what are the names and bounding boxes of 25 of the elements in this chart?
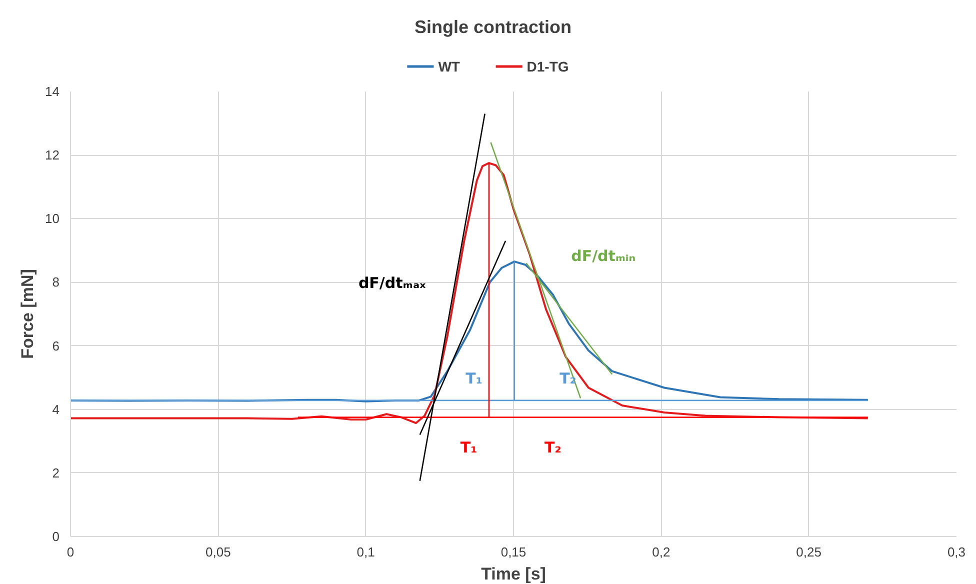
y-tick-label: 10 bbox=[45, 211, 60, 226]
x-tick-label: 0,1 bbox=[356, 544, 375, 560]
annotation: dF/dtₘᵢₙ bbox=[571, 247, 636, 266]
x-tick-label: 0,05 bbox=[206, 544, 231, 560]
annotation: T₁ bbox=[460, 438, 478, 456]
y-tick-label: 2 bbox=[52, 465, 60, 480]
y-tick-label: 14 bbox=[45, 84, 60, 99]
y-axis-title: Force [mN] bbox=[18, 269, 38, 359]
x-tick-label: 0,2 bbox=[652, 544, 670, 560]
annotation: T₁ bbox=[466, 370, 482, 388]
x-tick-label: 0,3 bbox=[947, 544, 966, 560]
y-tick-label: 12 bbox=[45, 148, 60, 163]
y-tick-label: 6 bbox=[52, 338, 60, 354]
x-tick-label: 0 bbox=[66, 544, 74, 560]
annotation: dF/dtₘₐₓ bbox=[358, 274, 427, 292]
y-tick-label: 0 bbox=[52, 529, 60, 544]
legend-label: WT bbox=[438, 58, 460, 74]
y-tick-label: 8 bbox=[52, 274, 60, 290]
y-tick-label: 4 bbox=[52, 402, 60, 417]
annotation: T₂ bbox=[544, 438, 562, 456]
chart-title: Single contraction bbox=[414, 16, 572, 39]
x-tick-label: 0,15 bbox=[500, 544, 526, 560]
x-tick-label: 0,25 bbox=[796, 544, 822, 560]
x-axis-title: Time [s] bbox=[481, 564, 546, 584]
legend-label: D1-TG bbox=[526, 58, 569, 74]
